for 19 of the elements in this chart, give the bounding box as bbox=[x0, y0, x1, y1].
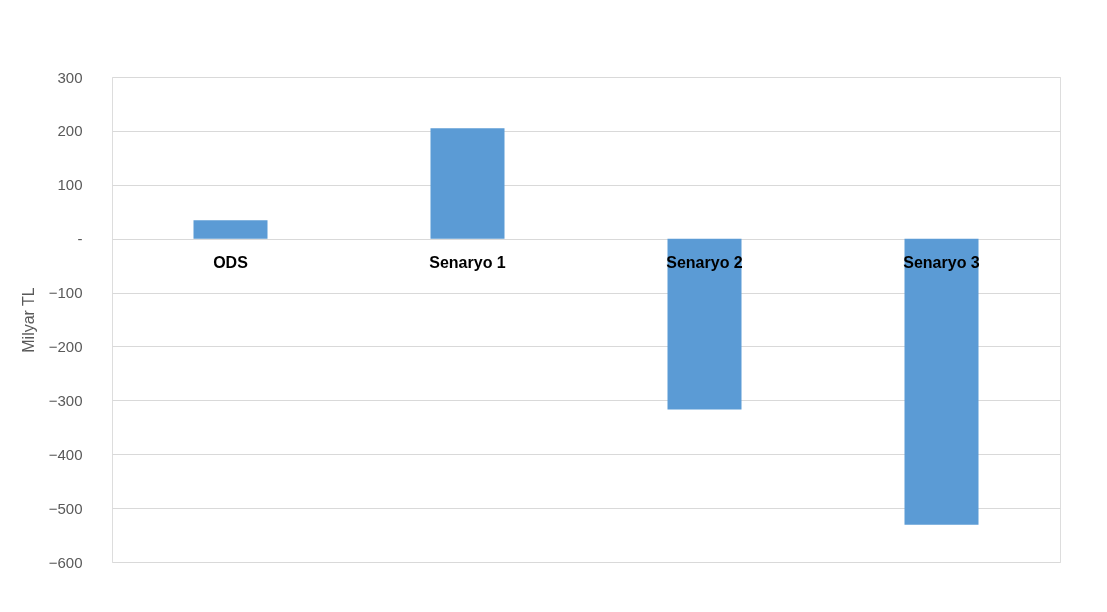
y-tick-label: −100 bbox=[48, 284, 83, 302]
x-tick-label: Senaryo 3 bbox=[903, 253, 980, 271]
x-tick-label: Senaryo 1 bbox=[429, 253, 506, 271]
bar bbox=[904, 238, 979, 525]
y-tick-label: 200 bbox=[57, 122, 83, 140]
bar bbox=[430, 128, 505, 239]
y-axis-title: Milyar TL bbox=[19, 287, 37, 353]
x-tick-label: Senaryo 2 bbox=[666, 253, 743, 271]
x-tick-label: ODS bbox=[213, 253, 249, 271]
y-tick-label: 100 bbox=[57, 176, 83, 194]
bar bbox=[193, 220, 268, 239]
y-tick-label: - bbox=[77, 230, 83, 248]
y-tick-label: −300 bbox=[48, 391, 83, 409]
y-tick-label: −500 bbox=[48, 499, 83, 517]
y-tick-label: −600 bbox=[48, 553, 83, 571]
y-tick-label: −400 bbox=[48, 445, 83, 463]
y-tick-label: −200 bbox=[48, 337, 83, 355]
y-tick-label: 300 bbox=[57, 68, 83, 86]
bar bbox=[667, 238, 742, 410]
